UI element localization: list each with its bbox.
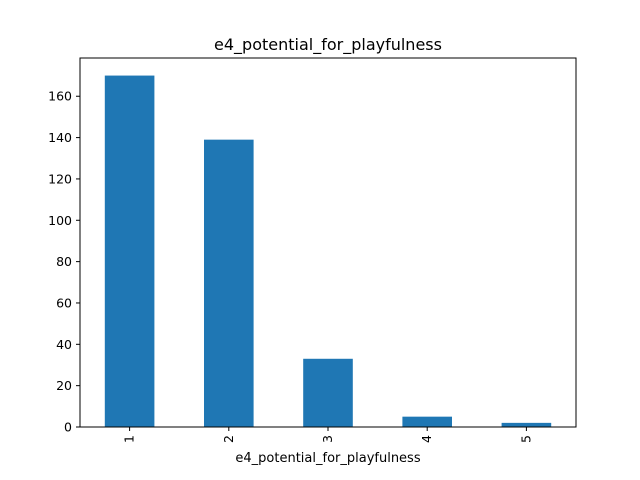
chart-title: e4_potential_for_playfulness	[214, 35, 442, 55]
x-tick-label-5: 5	[518, 435, 533, 443]
y-tick-label-0: 0	[64, 420, 72, 435]
x-tick-label-2: 2	[221, 435, 236, 443]
x-tick-label-4: 4	[419, 435, 434, 443]
y-tick-label-20: 20	[56, 378, 72, 393]
bar-1	[104, 75, 155, 428]
axes-frame	[79, 57, 577, 428]
bar-5	[501, 422, 552, 427]
y-tick-label-60: 60	[56, 295, 72, 310]
y-axis-ticks: 0 20 40 60 80 100 120 140 160	[48, 89, 80, 435]
bar-4	[402, 416, 452, 427]
y-tick-label-160: 160	[48, 89, 72, 104]
y-tick-label-100: 100	[48, 213, 72, 228]
bar-3	[303, 358, 353, 427]
y-tick-label-120: 120	[48, 171, 72, 186]
bars-group	[104, 75, 552, 428]
y-tick-label-40: 40	[56, 337, 72, 352]
y-tick-label-80: 80	[56, 254, 72, 269]
x-tick-label-3: 3	[320, 435, 335, 443]
x-axis-ticks: 1 2 3 4 5	[122, 427, 533, 443]
x-tick-label-1: 1	[122, 435, 137, 443]
y-tick-label-140: 140	[48, 130, 72, 145]
bar-2	[204, 139, 254, 427]
x-axis-label: e4_potential_for_playfulness	[235, 451, 420, 466]
